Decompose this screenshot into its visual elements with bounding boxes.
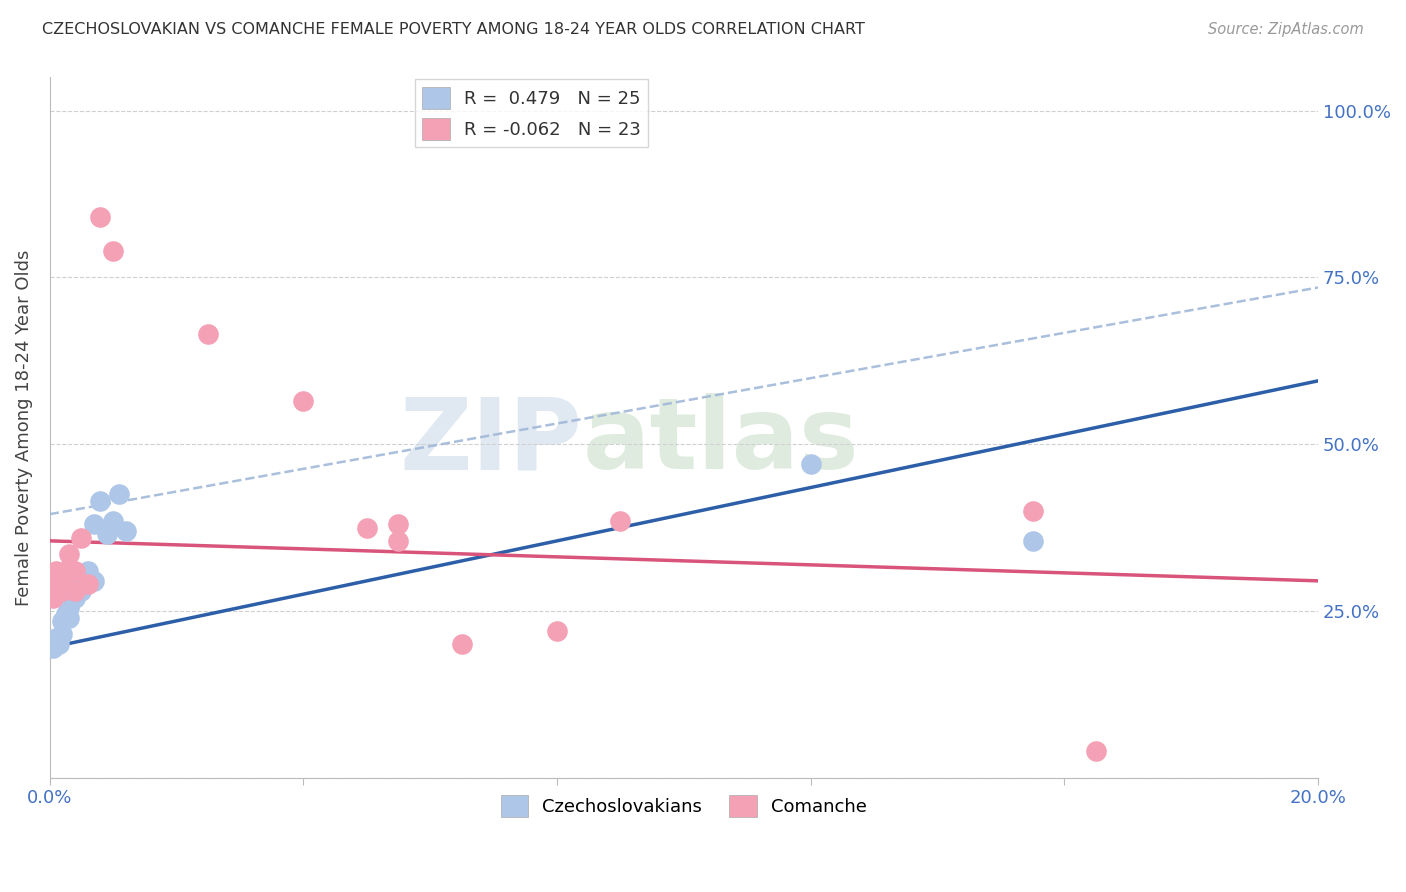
Point (1022, 504, 1045, 518)
Point (51, 570, 73, 584)
Point (42, 591, 65, 605)
Point (45, 631, 67, 645)
Point (292, 393, 315, 408)
Point (58, 547, 80, 561)
Point (76, 564, 98, 578)
Point (96, 527, 118, 541)
Legend: Czechoslovakians, Comanche: Czechoslovakians, Comanche (494, 788, 875, 824)
Point (609, 514, 631, 528)
Point (51, 614, 73, 628)
Y-axis label: Female Poverty Among 18-24 Year Olds: Female Poverty Among 18-24 Year Olds (15, 249, 32, 606)
Point (63, 574, 86, 588)
Point (70, 581, 93, 595)
Point (76, 577, 98, 591)
Point (108, 487, 131, 501)
Point (101, 244, 124, 258)
Point (1085, 744, 1108, 758)
Point (1022, 533, 1045, 548)
Point (42, 640, 65, 655)
Point (800, 457, 823, 471)
Point (101, 514, 124, 528)
Point (451, 637, 474, 651)
Point (51, 583, 73, 598)
Point (387, 517, 409, 532)
Point (89, 211, 111, 225)
Text: ZIP: ZIP (399, 393, 582, 490)
Point (45, 577, 67, 591)
Point (89, 493, 111, 508)
Point (58, 597, 80, 611)
Point (63, 591, 86, 605)
Point (45, 564, 67, 578)
Point (70, 583, 93, 598)
Point (356, 520, 378, 534)
Text: atlas: atlas (582, 393, 859, 490)
Point (114, 524, 136, 538)
Point (197, 327, 219, 342)
Point (58, 610, 80, 624)
Point (58, 560, 80, 574)
Point (83, 574, 105, 588)
Text: Source: ZipAtlas.com: Source: ZipAtlas.com (1208, 22, 1364, 37)
Point (63, 583, 86, 598)
Point (48, 637, 70, 651)
Point (83, 517, 105, 532)
Point (70, 531, 93, 545)
Point (546, 624, 568, 638)
Point (76, 574, 98, 588)
Point (387, 533, 409, 548)
Point (58, 600, 80, 615)
Point (63, 564, 86, 578)
Text: CZECHOSLOVAKIAN VS COMANCHE FEMALE POVERTY AMONG 18-24 YEAR OLDS CORRELATION CHA: CZECHOSLOVAKIAN VS COMANCHE FEMALE POVER… (42, 22, 865, 37)
Point (45, 633, 67, 648)
Point (55, 607, 77, 622)
Point (51, 627, 73, 641)
